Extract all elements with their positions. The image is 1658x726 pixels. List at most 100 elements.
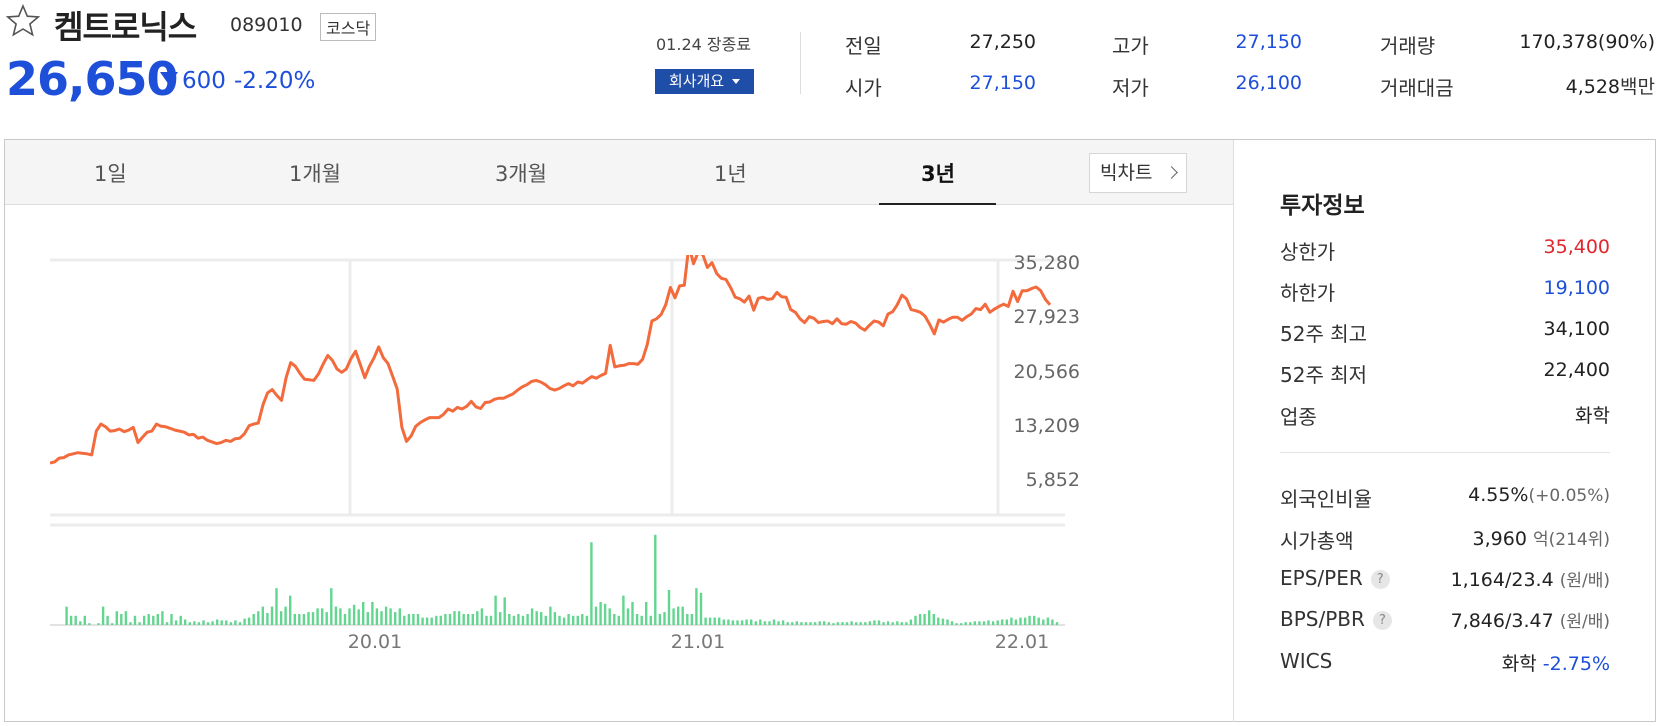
- volume-bar: [868, 621, 872, 625]
- volume-bar: [83, 615, 86, 625]
- tab-3year[interactable]: 3년: [921, 162, 955, 186]
- price-change: 600: [182, 68, 226, 94]
- volume-bar: [247, 617, 251, 625]
- price-tick-label: 20,566: [1014, 361, 1080, 383]
- wics-label: WICS: [1280, 649, 1333, 673]
- volume-bar: [147, 614, 150, 625]
- volume-bar: [686, 614, 689, 625]
- quote-label-trade-amount: 거래대금: [1380, 76, 1454, 100]
- eps-per-help-icon[interactable]: ?: [1370, 570, 1390, 589]
- quote-value-volume: 170,378(90%): [1519, 31, 1655, 53]
- upper-limit-label: 상한가: [1280, 240, 1336, 264]
- volume-bar: [923, 614, 926, 625]
- x-tick-label: 21.01: [671, 631, 725, 653]
- volume-bar: [603, 603, 607, 625]
- volume-bar: [179, 615, 182, 625]
- active-tab-indicator: [879, 203, 996, 205]
- volume-bar: [635, 614, 639, 625]
- big-chart-label: 빅차트: [1100, 162, 1153, 184]
- volume-bar: [161, 611, 164, 625]
- volume-bar: [334, 606, 338, 625]
- volume-bar: [448, 614, 452, 625]
- volume-bar: [421, 617, 424, 625]
- stock-name: 켐트로닉스: [54, 8, 197, 46]
- volume-bar: [156, 614, 159, 625]
- bps-pbr: 7,846/3.47 (원/배): [1451, 607, 1610, 632]
- tab-1year[interactable]: 1년: [714, 162, 747, 186]
- volume-bar: [859, 622, 862, 625]
- volume-bar: [453, 611, 456, 625]
- chevron-right-icon: [1165, 166, 1178, 179]
- volume-bar: [772, 619, 776, 625]
- volume-bar: [681, 606, 684, 625]
- wics-change: -2.75%: [1542, 653, 1610, 675]
- big-chart-button[interactable]: 빅차트: [1089, 153, 1187, 193]
- 52week-high-value: 34,100: [1543, 318, 1610, 340]
- volume-bar: [549, 606, 552, 625]
- invest-divider: [1280, 452, 1610, 453]
- tab-3month[interactable]: 3개월: [495, 162, 548, 186]
- volume-bar: [184, 619, 187, 625]
- volume-bar: [553, 612, 557, 625]
- volume-bar: [115, 611, 118, 625]
- quote-label-volume: 거래량: [1380, 34, 1436, 58]
- volume-bar: [225, 620, 228, 625]
- volume-bar: [896, 621, 899, 625]
- volume-bar: [425, 617, 429, 625]
- volume-bar: [394, 612, 397, 625]
- price-line: [50, 255, 1052, 465]
- volume-bar: [800, 622, 803, 625]
- wics: 화학 -2.75%: [1502, 649, 1610, 676]
- volume-bar: [736, 620, 739, 625]
- foreign-ratio-change: (+0.05%): [1528, 486, 1610, 506]
- volume-bar: [594, 606, 598, 625]
- volume-bar: [1028, 615, 1031, 625]
- volume-bar: [1033, 615, 1036, 625]
- volume-bar: [581, 614, 584, 625]
- volume-bar: [626, 608, 630, 625]
- period-tab-bar: [5, 140, 1233, 205]
- volume-bar: [143, 615, 146, 625]
- volume-bar: [608, 608, 611, 625]
- market-cap-value: 3,960: [1472, 528, 1527, 550]
- volume-bar: [111, 623, 114, 625]
- down-arrow-icon: [160, 72, 178, 85]
- volume-bar: [202, 620, 205, 625]
- volume-bar: [613, 614, 616, 625]
- volume-bar: [562, 617, 566, 625]
- volume-bar: [873, 620, 876, 625]
- volume-bar: [521, 615, 525, 625]
- volume-bar: [987, 620, 990, 625]
- volume-bar: [467, 614, 470, 625]
- volume-bar: [1019, 617, 1022, 625]
- volume-bar: [836, 622, 840, 625]
- company-overview-button[interactable]: 회사개요: [655, 69, 754, 94]
- tab-1month[interactable]: 1개월: [289, 162, 342, 186]
- volume-bar: [499, 612, 502, 625]
- quote-value-trade-amount: 4,528백만: [1566, 72, 1655, 99]
- volume-bar: [289, 595, 292, 625]
- bps-pbr-help-icon[interactable]: ?: [1372, 611, 1392, 630]
- volume-bar: [284, 606, 287, 625]
- volume-bar: [718, 617, 721, 625]
- volume-bar: [197, 622, 201, 625]
- volume-bar: [713, 617, 716, 625]
- volume-bar: [813, 622, 817, 625]
- wics-sector[interactable]: 화학: [1501, 653, 1537, 675]
- volume-bar: [517, 614, 520, 625]
- favorite-star-icon[interactable]: [5, 3, 41, 38]
- volume-bar: [129, 622, 132, 625]
- volume-bar: [229, 622, 233, 625]
- stock-code: 089010: [230, 14, 303, 36]
- tab-1day[interactable]: 1일: [94, 162, 127, 186]
- bps-pbr-value: 7,846/3.47: [1450, 610, 1554, 632]
- volume-bar: [1042, 619, 1045, 625]
- 52week-low-value: 22,400: [1543, 359, 1610, 381]
- volume-bar: [188, 622, 191, 625]
- volume-bar: [270, 606, 274, 625]
- quote-value-high: 27,150: [1235, 31, 1302, 53]
- volume-bar: [677, 606, 680, 625]
- volume-bar: [918, 614, 922, 625]
- current-price: 26,650: [6, 52, 179, 106]
- volume-bar: [572, 615, 575, 625]
